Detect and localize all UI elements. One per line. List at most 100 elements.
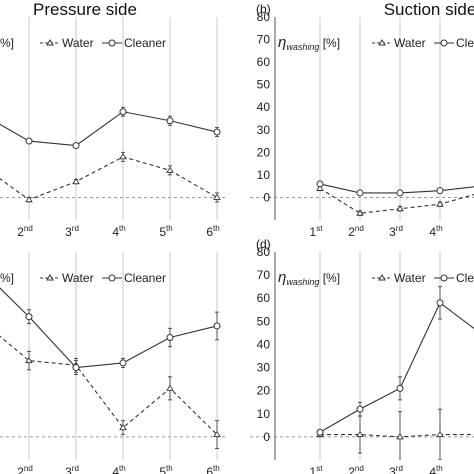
legend-cleaner-label: Cleaner: [456, 271, 474, 285]
legend-cleaner-marker: [440, 274, 448, 282]
x-tick-label: 2nd: [348, 464, 364, 474]
data-point: [25, 195, 33, 203]
series-water: [316, 408, 474, 460]
data-point: [119, 152, 127, 160]
data-point: [396, 433, 404, 440]
y-tick-label: 70: [257, 33, 271, 47]
data-layer: [0, 287, 221, 449]
y-tick-label: 70: [257, 268, 271, 282]
data-point: [396, 189, 404, 197]
data-point: [356, 430, 364, 438]
series-water: [0, 151, 221, 203]
legend-water-label: Water: [62, 271, 94, 285]
y-tick-label: 50: [257, 314, 271, 328]
header-suction-side: Suction side: [384, 0, 474, 19]
data-point: [213, 128, 221, 136]
data-point: [356, 209, 364, 216]
series-cleaner-line: [0, 287, 218, 369]
x-tick-label: 1st: [310, 464, 324, 474]
series-cleaner-line: [0, 111, 218, 147]
y-tick-label: 40: [257, 337, 271, 351]
data-point: [25, 313, 33, 321]
x-tick-label: 4th: [112, 464, 125, 474]
legend-water: Water: [372, 271, 426, 285]
legend-cleaner-marker: [108, 274, 116, 282]
data-point: [436, 430, 444, 438]
data-point: [72, 142, 80, 150]
y-tick-label: 50: [257, 78, 271, 92]
y-axis-label: ηwashing [%]: [278, 34, 340, 52]
series-water-line: [319, 187, 474, 214]
legend-cleaner: Cleaner: [434, 271, 474, 285]
legend-cleaner-marker: [108, 39, 116, 47]
x-tick-label: 5th: [159, 224, 172, 239]
data-point: [396, 204, 404, 212]
x-tick-label: 6th: [206, 224, 219, 239]
legend-water-label: Water: [394, 36, 426, 50]
y-tick-label: 20: [257, 145, 271, 159]
panel-letter: (b): [256, 2, 271, 16]
y-axis-label: %]: [0, 36, 14, 50]
y-tick-label: 0: [263, 430, 270, 444]
legend-water-label: Water: [394, 271, 426, 285]
data-point: [166, 384, 174, 391]
y-tick-label: 10: [257, 168, 271, 182]
series-water-line: [0, 335, 218, 435]
series-cleaner-line: [319, 301, 474, 433]
legend-water-label: Water: [62, 36, 94, 50]
series-cleaner: [316, 180, 474, 197]
data-layer: [316, 180, 474, 216]
y-tick-label: 60: [257, 55, 271, 69]
data-point: [166, 166, 174, 173]
series-water-line: [0, 156, 218, 201]
x-tick-label: 4th: [112, 224, 125, 239]
series-cleaner-line: [319, 183, 474, 194]
legend-cleaner-marker: [440, 39, 448, 47]
legend-water: Water: [40, 271, 94, 285]
header-pressure-side: Pressure side: [33, 0, 137, 19]
y-tick-label: 20: [257, 384, 271, 398]
data-point: [25, 356, 33, 364]
series-cleaner: [0, 106, 221, 150]
y-tick-label: 0: [263, 190, 270, 204]
series-water: [316, 184, 474, 216]
y-tick-label: 80: [257, 10, 271, 24]
y-tick-label: 30: [257, 361, 271, 375]
panel-letter: (d): [256, 237, 271, 251]
data-point: [213, 193, 221, 200]
data-point: [436, 200, 444, 207]
data-point: [72, 364, 80, 372]
y-tick-label: 30: [257, 123, 271, 137]
x-tick-label: 3rd: [389, 464, 403, 474]
series-cleaner: [316, 286, 474, 436]
data-point: [213, 322, 221, 330]
legend-cleaner-label: Cleaner: [124, 36, 166, 50]
x-tick-label: 2nd: [17, 224, 33, 239]
data-point: [25, 137, 33, 145]
data-point: [436, 187, 444, 195]
data-point: [316, 180, 324, 188]
x-tick-label: 2nd: [17, 464, 33, 474]
x-tick-label: 2nd: [348, 224, 364, 239]
series-cleaner: [0, 287, 221, 375]
x-tick-label: 1st: [310, 224, 324, 239]
legend-water: Water: [40, 36, 94, 50]
data-layer: [0, 106, 221, 203]
panel-b: 0 10 20 30 40 50 60 70 80 1st 2nd 3rd 4th ηwashing [%…: [250, 2, 474, 239]
legend-water: Water: [372, 36, 426, 50]
data-point: [316, 428, 324, 436]
data-point: [213, 430, 221, 438]
data-point: [316, 184, 324, 191]
legend-cleaner: Cleaner: [102, 271, 166, 285]
panel-c: 2nd 3rd 4th 5th 6th%] Water Cleaner: [0, 252, 228, 474]
data-point: [396, 384, 404, 392]
x-tick-label: 3rd: [65, 464, 79, 474]
y-axis-label: %]: [0, 271, 14, 285]
x-tick-label: 4th: [429, 464, 442, 474]
legend-cleaner: Cleaner: [434, 36, 474, 50]
legend-water-marker: [378, 274, 386, 281]
data-layer: [316, 286, 474, 460]
legend-cleaner-label: Cleaner: [124, 271, 166, 285]
data-point: [166, 334, 174, 342]
